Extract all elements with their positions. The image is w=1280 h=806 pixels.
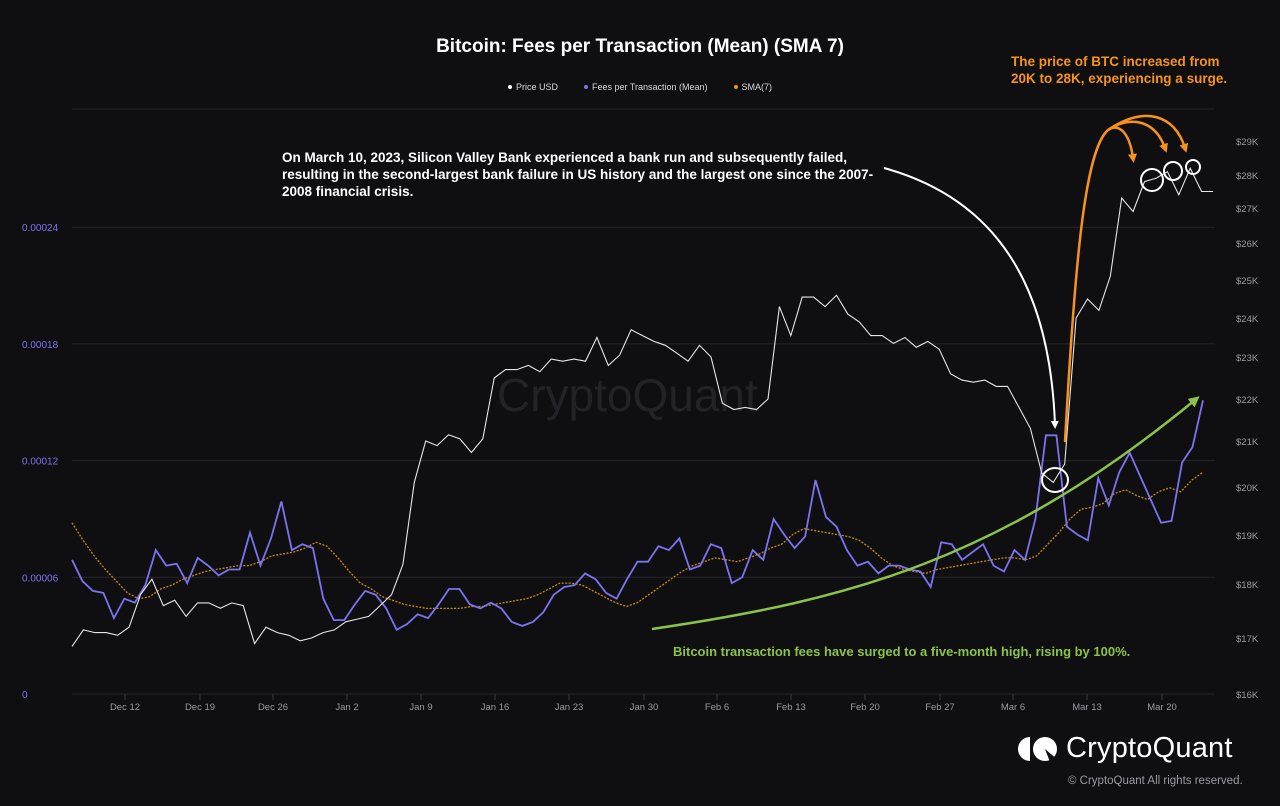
legend-item-price[interactable]: Price USD (507, 82, 558, 92)
right-axis-tick: $26K (1236, 239, 1259, 250)
svb-arrow (883, 167, 1059, 429)
x-axis-tick: Jan 16 (481, 702, 510, 713)
x-axis-tick: Dec 12 (110, 702, 140, 713)
x-axis-tick: Feb 6 (705, 702, 729, 713)
legend-label: Fees per Transaction (Mean) (591, 82, 708, 92)
btc-surge-stem (1063, 129, 1109, 443)
legend-label: Price USD (515, 82, 558, 92)
x-axis-tick: Dec 26 (258, 702, 288, 713)
legend-dot-icon (733, 85, 738, 89)
right-axis-tick: $18K (1236, 580, 1259, 591)
x-axis-tick: Feb 20 (850, 702, 880, 713)
right-axis-tick: $25K (1236, 276, 1259, 287)
right-axis-tick: $17K (1236, 634, 1259, 645)
sma-line (71, 471, 1204, 610)
right-axis-tick: $24K (1236, 314, 1259, 325)
x-axis-tick: Mar 13 (1072, 702, 1102, 713)
brand-name: CryptoQuant (1066, 732, 1233, 764)
svb-annotation: On March 10, 2023, Silicon Valley Bank e… (282, 150, 874, 199)
chart-legend: Price USD Fees per Transaction (Mean) SM… (0, 82, 1280, 92)
legend-dot-icon (583, 85, 588, 89)
peak-highlight-circle (1140, 168, 1164, 192)
right-axis-tick: $19K (1236, 531, 1259, 542)
btc-surge-arrow-1 (1107, 126, 1137, 163)
peak-highlight-circle (1163, 161, 1183, 181)
left-axis-tick: 0 (22, 690, 28, 701)
x-axis-tick: Mar 20 (1147, 702, 1177, 713)
x-axis-tick: Jan 30 (630, 702, 659, 713)
legend-label: SMA(7) (741, 82, 773, 92)
peak-highlight-circle (1185, 159, 1201, 175)
left-axis-tick: 0.00024 (22, 223, 59, 234)
right-axis-tick: $29K (1236, 137, 1259, 148)
left-axis-labels: 0 0.00006 0.00012 0.00018 0.00024 (22, 223, 59, 701)
x-axis-tick: Jan 23 (555, 702, 584, 713)
right-axis-tick: $21K (1236, 437, 1259, 448)
btc-surge-arrow-3 (1107, 114, 1189, 153)
watermark: CryptoQuant (497, 369, 758, 421)
x-axis-tick: Dec 19 (185, 702, 215, 713)
fees-trend-arrow (651, 396, 1200, 631)
grid-lines (72, 108, 1215, 695)
left-axis-tick: 0.00018 (22, 340, 59, 351)
annotation-overlay (651, 114, 1201, 631)
brand-logo: CryptoQuant (1018, 732, 1233, 765)
x-axis: Dec 12 Dec 19 Dec 26 Jan 2 Jan 9 Jan 16 Jan 23… (110, 694, 1177, 713)
x-axis-tick: Jan 9 (409, 702, 432, 713)
right-axis-tick: $16K (1236, 690, 1259, 701)
btc-surge-annotation: The price of BTC increased from 20K to 2… (1011, 54, 1228, 86)
legend-item-sma[interactable]: SMA(7) (733, 82, 773, 92)
fees-line (71, 400, 1204, 632)
price-line (71, 166, 1213, 647)
right-axis-tick: $27K (1236, 204, 1259, 215)
fees-surge-annotation: Bitcoin transaction fees have surged to … (673, 644, 1131, 659)
copyright-text: © CryptoQuant All rights reserved. (1068, 775, 1243, 787)
legend-item-fees[interactable]: Fees per Transaction (Mean) (583, 82, 708, 92)
x-axis-tick: Mar 6 (1001, 702, 1025, 713)
svb-highlight-circle (1041, 467, 1069, 493)
left-axis-tick: 0.00006 (22, 573, 59, 584)
x-axis-tick: Feb 27 (925, 702, 955, 713)
series-lines (71, 166, 1213, 647)
right-axis-tick: $23K (1236, 353, 1259, 364)
x-axis-tick: Jan 2 (335, 702, 358, 713)
right-axis-tick: $20K (1236, 483, 1259, 494)
x-axis-tick: Feb 13 (776, 702, 806, 713)
legend-dot-icon (507, 85, 512, 89)
cryptoquant-logo-icon (1018, 736, 1058, 762)
right-axis-tick: $22K (1236, 395, 1259, 406)
right-axis-tick: $28K (1236, 171, 1259, 182)
chart-title: Bitcoin: Fees per Transaction (Mean) (SM… (436, 36, 844, 57)
right-axis-labels: $16K $17K $18K $19K $20K $21K $22K $23K $24K $25K… (1236, 137, 1259, 701)
left-axis-tick: 0.00012 (22, 457, 59, 468)
